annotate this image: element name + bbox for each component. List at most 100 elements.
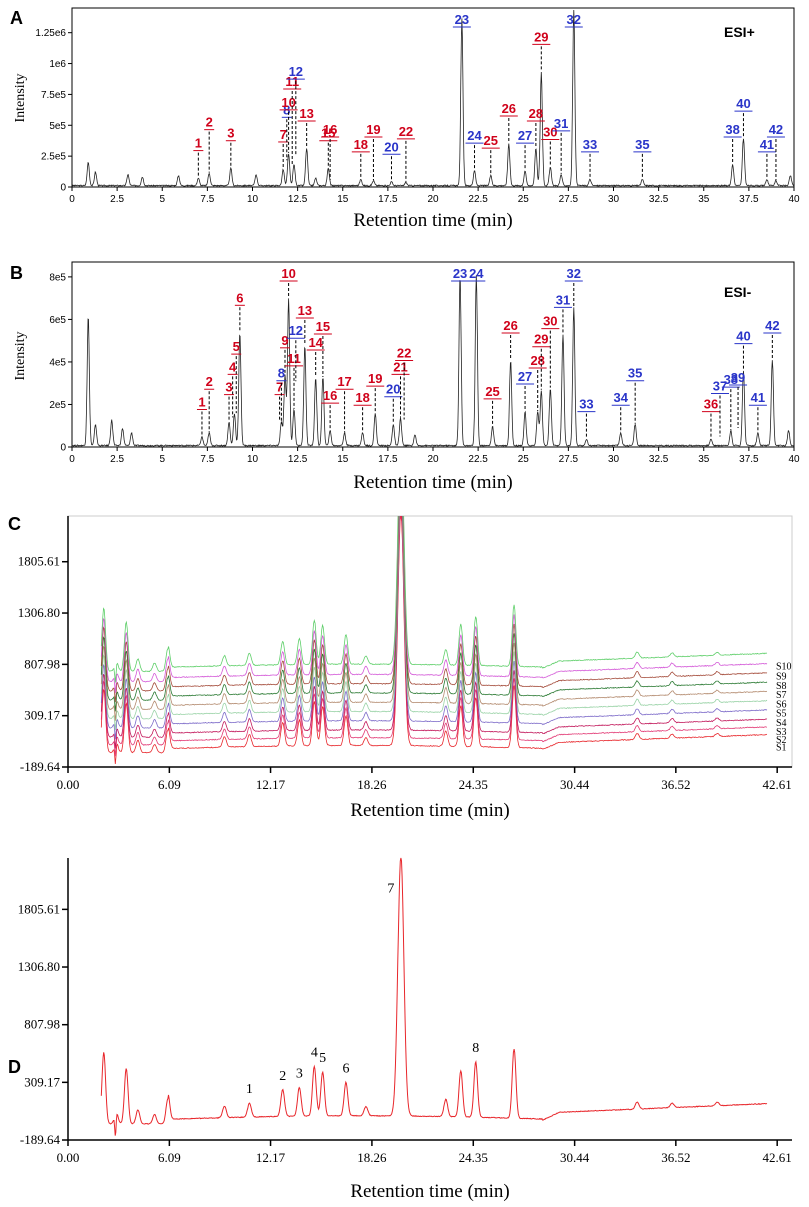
peak-label: 36	[704, 397, 718, 412]
x-tick-label: 37.5	[739, 194, 759, 205]
peak-label: 31	[556, 292, 570, 307]
peak-label: 33	[579, 397, 593, 412]
peak-label: 39	[731, 370, 745, 385]
x-tick-label: 12.5	[288, 194, 308, 205]
peak-label: 20	[386, 382, 400, 397]
peak-label: 41	[760, 137, 774, 152]
peak-label: 29	[534, 332, 548, 347]
x-tick-label: 20	[427, 454, 439, 465]
x-tick-label: 2.5	[110, 194, 124, 205]
peak-label: 18	[355, 390, 369, 405]
plot-frame-B	[71, 261, 795, 448]
x-tick-label: 7.5	[200, 454, 214, 465]
peak-label: 16	[323, 388, 337, 403]
peak-label: 35	[628, 366, 642, 381]
peak-label: 35	[635, 137, 649, 152]
peak-label: 25	[485, 384, 499, 399]
x-axis-title: Retention time (min)	[350, 800, 509, 821]
peak-label: 5	[233, 339, 240, 354]
x-axis-title: Retention time (min)	[353, 472, 512, 493]
y-tick-label: -189.64	[20, 1132, 61, 1147]
peak-label: 7	[387, 882, 394, 897]
peak-label: 12	[289, 64, 303, 79]
chromatogram-series-S4	[100, 516, 768, 740]
x-tick-label: 30	[608, 454, 620, 465]
y-tick-label: 309.17	[24, 1074, 60, 1089]
peak-label: 33	[583, 137, 597, 152]
chromatogram-series-S10	[100, 516, 768, 683]
peak-label: 26	[502, 101, 516, 116]
x-tick-label: 22.5	[468, 194, 488, 205]
y-tick-label: 6e5	[49, 315, 66, 326]
x-tick-label: 5	[159, 194, 165, 205]
x-tick-label: 6.09	[158, 1150, 181, 1165]
y-axis-title: Intensity	[13, 74, 28, 123]
panel-letter: B	[10, 263, 23, 283]
peak-label: 6	[342, 1061, 349, 1076]
x-tick-label: 18.26	[357, 777, 387, 792]
x-tick-label: 27.5	[559, 194, 579, 205]
peak-label: 23	[455, 12, 469, 27]
y-tick-label: 0	[60, 443, 66, 454]
peak-label: 11	[287, 351, 301, 366]
x-tick-label: 24.35	[459, 1150, 488, 1165]
peak-label: 16	[323, 122, 337, 137]
peak-label: 5	[319, 1051, 326, 1066]
peak-label: 2	[206, 115, 213, 130]
peak-label: 24	[467, 128, 482, 143]
panel-letter: C	[8, 514, 21, 534]
chromatogram-series-S9	[100, 516, 768, 693]
y-tick-label: 807.98	[24, 656, 60, 671]
y-tick-label: 2.5e5	[41, 152, 66, 163]
series-label: S5	[776, 709, 787, 720]
peak-label: 15	[316, 319, 330, 334]
y-tick-label: 2e5	[49, 400, 66, 411]
series-label: S10	[776, 661, 792, 672]
y-tick-label: -189.64	[20, 759, 61, 774]
y-tick-label: 309.17	[24, 708, 60, 723]
x-tick-label: 35	[698, 454, 710, 465]
peak-label: 19	[368, 371, 382, 386]
x-tick-label: 20	[427, 194, 439, 205]
y-tick-label: 8e5	[49, 272, 66, 283]
y-tick-label: 1.25e6	[35, 28, 66, 39]
peak-label: 2	[279, 1069, 286, 1084]
series-label: S7	[776, 690, 787, 701]
chromatogram-series-S5	[100, 516, 768, 731]
x-axis-title: Retention time (min)	[353, 210, 512, 231]
panel-letter: D	[8, 1057, 21, 1077]
x-tick-label: 36.52	[661, 777, 690, 792]
chromatogram-trace-D	[100, 857, 768, 1136]
x-tick-label: 18.26	[357, 1150, 387, 1165]
series-label: S4	[776, 718, 787, 729]
peak-label: 3	[225, 380, 232, 395]
peak-label: 19	[366, 122, 380, 137]
peak-label: 7	[280, 127, 287, 142]
x-tick-label: 15	[337, 194, 349, 205]
x-tick-label: 5	[159, 454, 165, 465]
x-tick-label: 15	[337, 454, 349, 465]
series-label: S8	[776, 681, 787, 692]
y-tick-label: 0	[60, 183, 66, 194]
x-tick-label: 0.00	[57, 777, 80, 792]
series-label: S6	[776, 699, 787, 710]
x-tick-label: 37.5	[739, 454, 759, 465]
peak-label: 7	[276, 380, 283, 395]
x-tick-label: 30.44	[560, 777, 590, 792]
x-axis-title: Retention time (min)	[350, 1181, 509, 1202]
peak-label: 23	[453, 266, 467, 281]
peak-label: 4	[311, 1045, 318, 1060]
peak-label: 3	[296, 1066, 303, 1081]
peak-label: 22	[397, 345, 411, 360]
y-tick-label: 5e5	[49, 121, 66, 132]
x-tick-label: 40	[788, 194, 800, 205]
peak-label: 40	[736, 96, 750, 111]
peak-label: 30	[543, 124, 557, 139]
x-tick-label: 25	[518, 454, 530, 465]
ionization-mode-label: ESI-	[724, 284, 752, 300]
peak-label: 1	[246, 1082, 253, 1097]
series-label: S9	[776, 672, 787, 683]
y-axis-title: Intensity	[13, 332, 28, 381]
peak-label: 38	[725, 122, 739, 137]
